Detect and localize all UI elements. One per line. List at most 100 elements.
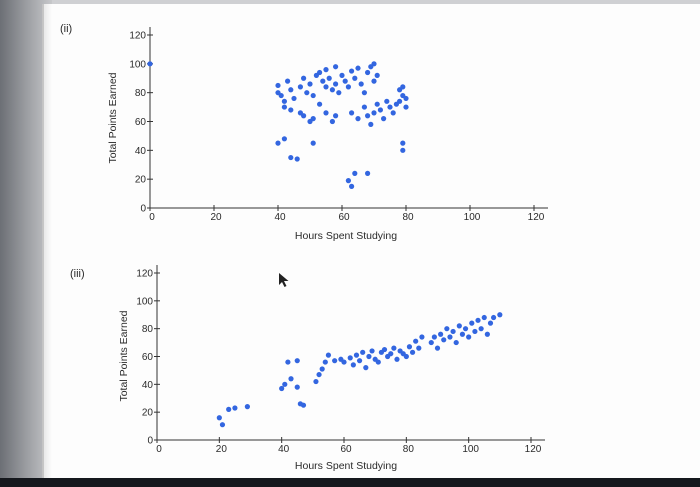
data-point (288, 107, 294, 113)
data-point (403, 353, 409, 360)
data-point (301, 75, 307, 81)
data-point (275, 82, 281, 89)
data-point (434, 345, 441, 351)
data-point (453, 339, 459, 346)
data-point (320, 78, 326, 84)
data-point (450, 328, 456, 335)
data-point (307, 81, 313, 87)
data-point (487, 320, 494, 326)
x-tick-label: 40 (274, 212, 286, 223)
data-point (438, 331, 444, 337)
data-point (352, 75, 358, 81)
data-point (323, 110, 329, 116)
worksheet-page (42, 4, 700, 478)
data-point (347, 355, 353, 361)
data-point (310, 116, 316, 122)
data-point (419, 334, 425, 340)
data-point (349, 183, 355, 189)
x-tick-label: 100 (464, 212, 481, 223)
data-point (288, 87, 294, 93)
y-tick-label: 80 (142, 324, 154, 335)
y-tick-label: 80 (135, 88, 147, 99)
data-point (456, 323, 462, 329)
x-tick-label: 80 (403, 444, 415, 455)
data-point (329, 118, 335, 125)
data-point (431, 334, 437, 340)
data-point (466, 334, 472, 340)
data-point (342, 78, 348, 84)
data-point (288, 154, 294, 161)
y-tick-label: 40 (135, 146, 147, 157)
data-point (391, 345, 397, 351)
x-tick-label: 0 (149, 212, 155, 223)
data-point (285, 78, 291, 84)
data-point (304, 90, 310, 96)
data-point (491, 314, 497, 321)
y-tick-label: 60 (135, 117, 147, 128)
x-tick-label: 20 (216, 444, 228, 455)
data-point (475, 317, 481, 323)
data-point (339, 72, 345, 78)
data-point (381, 116, 387, 122)
data-point (301, 113, 307, 119)
data-point (369, 348, 375, 354)
data-point (363, 365, 369, 371)
data-point (350, 362, 356, 368)
data-point (323, 67, 329, 73)
data-point (400, 140, 406, 146)
data-point (406, 344, 413, 350)
data-point (361, 104, 367, 110)
data-point (409, 349, 416, 355)
data-point (384, 98, 390, 104)
data-point (377, 107, 383, 113)
data-point (413, 338, 419, 344)
y-tick-label: 20 (135, 175, 147, 186)
data-point (232, 405, 238, 411)
data-point (317, 69, 323, 76)
data-point (459, 331, 466, 337)
data-point (281, 104, 287, 110)
y-tick-label: 120 (136, 269, 153, 280)
data-point (349, 110, 355, 116)
data-point (484, 331, 490, 337)
data-point (355, 65, 361, 71)
data-point (275, 140, 281, 146)
data-point (226, 406, 232, 412)
data-point (291, 95, 297, 102)
data-point (345, 84, 351, 90)
data-point (428, 339, 434, 346)
data-point (371, 78, 377, 84)
x-tick-label: 20 (210, 212, 222, 223)
data-point (375, 359, 381, 365)
data-point (219, 422, 226, 428)
data-point (397, 98, 403, 104)
data-point (317, 101, 323, 107)
data-point (216, 415, 222, 421)
data-point (441, 337, 447, 343)
x-tick-label: 0 (156, 444, 162, 455)
x-tick-label: 120 (525, 444, 542, 455)
backdrop-bottom (0, 478, 700, 487)
page-shadow (42, 4, 52, 478)
data-point (322, 359, 328, 365)
data-point (333, 113, 339, 119)
data-point (444, 326, 450, 332)
data-point (294, 358, 300, 364)
data-point (381, 346, 388, 353)
data-point (300, 402, 307, 408)
data-point (462, 326, 469, 332)
data-point (366, 353, 372, 360)
data-point (310, 92, 316, 99)
part-label: (ii) (60, 23, 72, 35)
data-point (358, 81, 364, 87)
data-point (472, 328, 478, 335)
data-point (481, 314, 487, 321)
y-tick-label: 0 (140, 204, 146, 215)
data-point (316, 371, 322, 378)
x-tick-label: 80 (402, 212, 414, 223)
data-point (478, 326, 484, 332)
data-point (365, 113, 371, 119)
backdrop-top (0, 0, 700, 6)
